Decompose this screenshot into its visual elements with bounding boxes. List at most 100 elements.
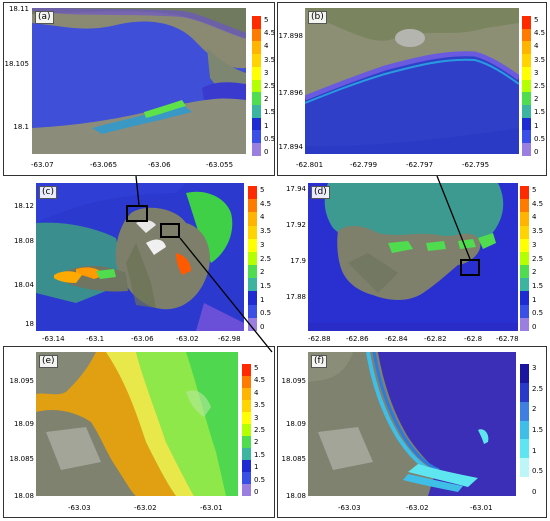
panel-c-colorbar <box>248 186 257 331</box>
panel-d-x-tick: -62.78 <box>496 335 519 343</box>
zoom-box-b <box>460 259 480 276</box>
panel-b-map: (b) <box>305 8 519 154</box>
colorbar-tick-label: 0 <box>532 323 537 331</box>
colorbar-tick-label: 4 <box>254 388 259 397</box>
colorbar-tick-label: 0.5 <box>532 467 544 476</box>
colorbar-segment <box>252 143 261 156</box>
panel-d-x-tick: -62.84 <box>385 335 408 343</box>
colorbar-tick-label: 4.5 <box>254 376 266 385</box>
panel-b-colorbar <box>522 16 531 156</box>
colorbar-tick-label: 1.5 <box>264 108 276 117</box>
colorbar-tick-label: 1 <box>254 463 259 472</box>
panel-e-x-tick: -63.01 <box>200 504 223 512</box>
panel-d-y-tick: 17.9 <box>290 257 306 265</box>
panel-e-y-tick: 18.085 <box>9 455 35 463</box>
panel-b-raster <box>305 8 519 154</box>
colorbar-segment <box>522 92 531 106</box>
panel-c-x-tick: -63.1 <box>86 335 105 343</box>
panel-b-y-tick: 17.898 <box>278 32 304 40</box>
colorbar-segment <box>248 317 257 331</box>
panel-b-y-tick: 17.896 <box>278 89 304 97</box>
colorbar-tick-label: 2.5 <box>264 82 276 90</box>
colorbar-segment <box>522 117 531 131</box>
colorbar-segment <box>242 472 251 484</box>
panel-a-x-tick: -63.06 <box>148 161 171 169</box>
colorbar-segment <box>252 92 261 106</box>
colorbar-tick-label: 3.5 <box>260 227 272 236</box>
colorbar-segment <box>522 105 531 118</box>
panel-e-x-tick: -63.03 <box>68 504 91 512</box>
panel-f-x-tick: -63.01 <box>470 504 493 512</box>
colorbar-tick-label: 4.5 <box>260 199 272 208</box>
colorbar-tick-label: 0 <box>532 488 537 496</box>
colorbar-segment <box>248 212 257 226</box>
colorbar-segment <box>252 79 261 93</box>
panel-a-y-tick: 18.105 <box>4 60 30 68</box>
colorbar-tick-label: 2 <box>532 268 537 277</box>
colorbar-segment <box>248 251 257 266</box>
colorbar-segment <box>248 304 257 318</box>
panel-f-x-tick: -63.02 <box>406 504 429 512</box>
colorbar-segment <box>522 41 531 55</box>
panel-b-x-tick: -62.797 <box>406 161 434 169</box>
panel-c-y-tick: 18.12 <box>13 202 34 210</box>
colorbar-tick-label: 1 <box>532 446 537 455</box>
colorbar-segment <box>248 225 257 239</box>
colorbar-segment <box>252 66 261 80</box>
panel-f-map: (f) <box>308 352 516 496</box>
colorbar-tick-label: 0.5 <box>534 134 546 143</box>
colorbar-segment <box>522 79 531 93</box>
panel-c-y-tick: 18 <box>25 320 34 328</box>
colorbar-segment <box>242 448 251 460</box>
colorbar-segment <box>520 420 529 440</box>
colorbar-tick-label: 0 <box>534 148 539 156</box>
colorbar-segment <box>520 477 529 496</box>
zoom-box-a <box>126 205 148 222</box>
colorbar-segment <box>520 364 529 383</box>
colorbar-tick-label: 4 <box>260 213 265 222</box>
panel-a-x-tick: -63.065 <box>90 161 118 169</box>
panel-d-x-tick: -62.88 <box>308 335 331 343</box>
colorbar-tick-label: 3 <box>260 240 265 249</box>
colorbar-tick-label: 5 <box>260 186 265 194</box>
colorbar-segment <box>248 199 257 213</box>
panel-a-colorbar <box>252 16 261 156</box>
colorbar-segment <box>242 484 251 496</box>
panel-d-y-tick: 17.88 <box>285 293 306 301</box>
colorbar-tick-label: 0.5 <box>532 309 544 318</box>
panel-e-raster <box>36 352 238 496</box>
colorbar-segment <box>248 265 257 279</box>
colorbar-tick-label: 3.5 <box>532 227 544 236</box>
colorbar-tick-label: 4 <box>264 42 269 51</box>
colorbar-segment <box>522 143 531 156</box>
panel-d-colorbar <box>520 186 529 331</box>
colorbar-tick-label: 4.5 <box>264 29 276 38</box>
panel-e-label: (e) <box>39 355 58 368</box>
panel-e-y-tick: 18.09 <box>13 420 34 428</box>
colorbar-tick-label: 3 <box>532 240 537 249</box>
panel-d-y-tick: 17.92 <box>285 221 306 229</box>
panel-b-x-tick: -62.799 <box>350 161 378 169</box>
colorbar-segment <box>520 401 529 421</box>
colorbar-segment <box>252 28 261 42</box>
colorbar-segment <box>520 458 529 478</box>
colorbar-tick-label: 4.5 <box>534 29 546 38</box>
colorbar-segment <box>248 238 257 252</box>
colorbar-tick-label: 1.5 <box>254 450 266 459</box>
panel-c-y-tick: 18.04 <box>13 281 34 289</box>
colorbar-segment <box>520 278 529 292</box>
panel-c-y-tick: 18.08 <box>13 237 34 245</box>
colorbar-segment <box>520 304 529 318</box>
colorbar-tick-label: 3.5 <box>534 55 546 64</box>
panel-d-x-tick: -62.8 <box>464 335 483 343</box>
panel-c-label: (c) <box>39 186 57 199</box>
colorbar-tick-label: 3 <box>254 413 259 422</box>
colorbar-segment <box>242 436 251 448</box>
colorbar-tick-label: 5 <box>254 364 259 372</box>
colorbar-segment <box>520 291 529 305</box>
colorbar-segment <box>252 117 261 131</box>
colorbar-segment <box>520 225 529 239</box>
colorbar-segment <box>252 16 261 29</box>
panel-f-colorbar <box>520 364 529 496</box>
colorbar-tick-label: 2 <box>264 95 269 104</box>
